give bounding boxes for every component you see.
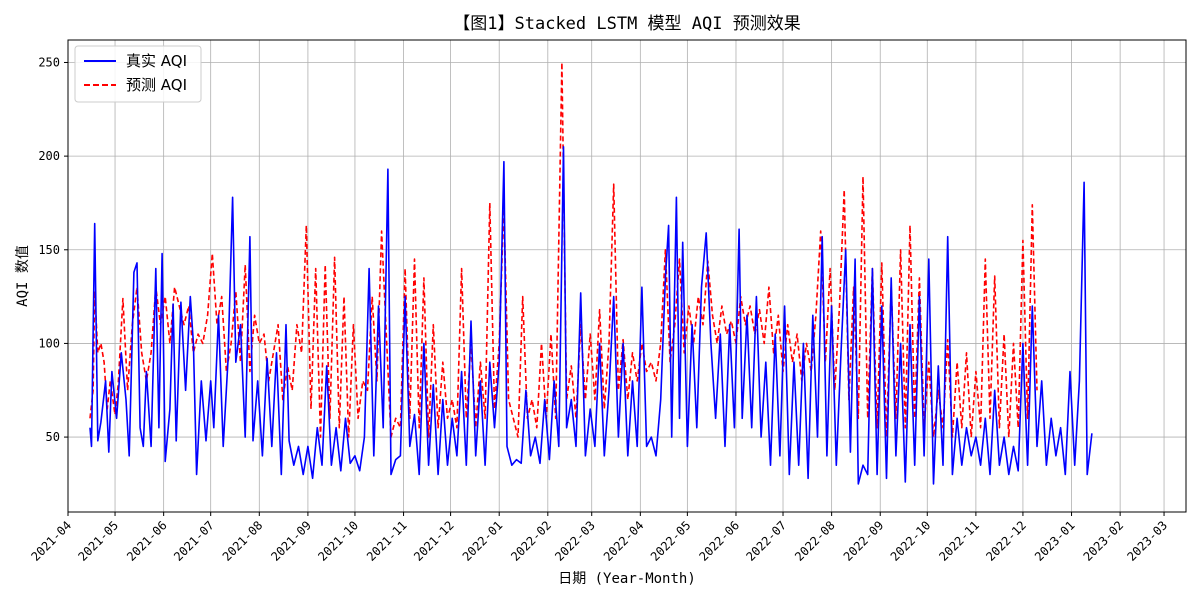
chart-title: 【图1】Stacked LSTM 模型 AQI 预测效果 [453, 14, 800, 34]
y-axis-label: AQI 数值 [15, 245, 31, 307]
y-tick-label: 100 [38, 336, 60, 350]
y-tick-label: 200 [38, 149, 60, 163]
y-tick-label: 50 [46, 430, 60, 444]
series-lines [89, 61, 1093, 485]
y-tick-label: 150 [38, 243, 60, 257]
y-axis-ticks: 50 100 150 200 250 [38, 55, 68, 444]
plot-frame [67, 39, 1187, 513]
legend-label-pred: 预测 AQI [126, 76, 187, 94]
series-line-true-aqi [89, 146, 1093, 485]
x-axis-label: 日期 (Year-Month) [558, 571, 696, 587]
series-line-predicted-aqi [89, 61, 1038, 438]
legend-label-true: 真实 AQI [126, 52, 187, 70]
legend: 真实 AQI 预测 AQI [74, 45, 202, 103]
y-tick-label: 250 [38, 55, 60, 69]
